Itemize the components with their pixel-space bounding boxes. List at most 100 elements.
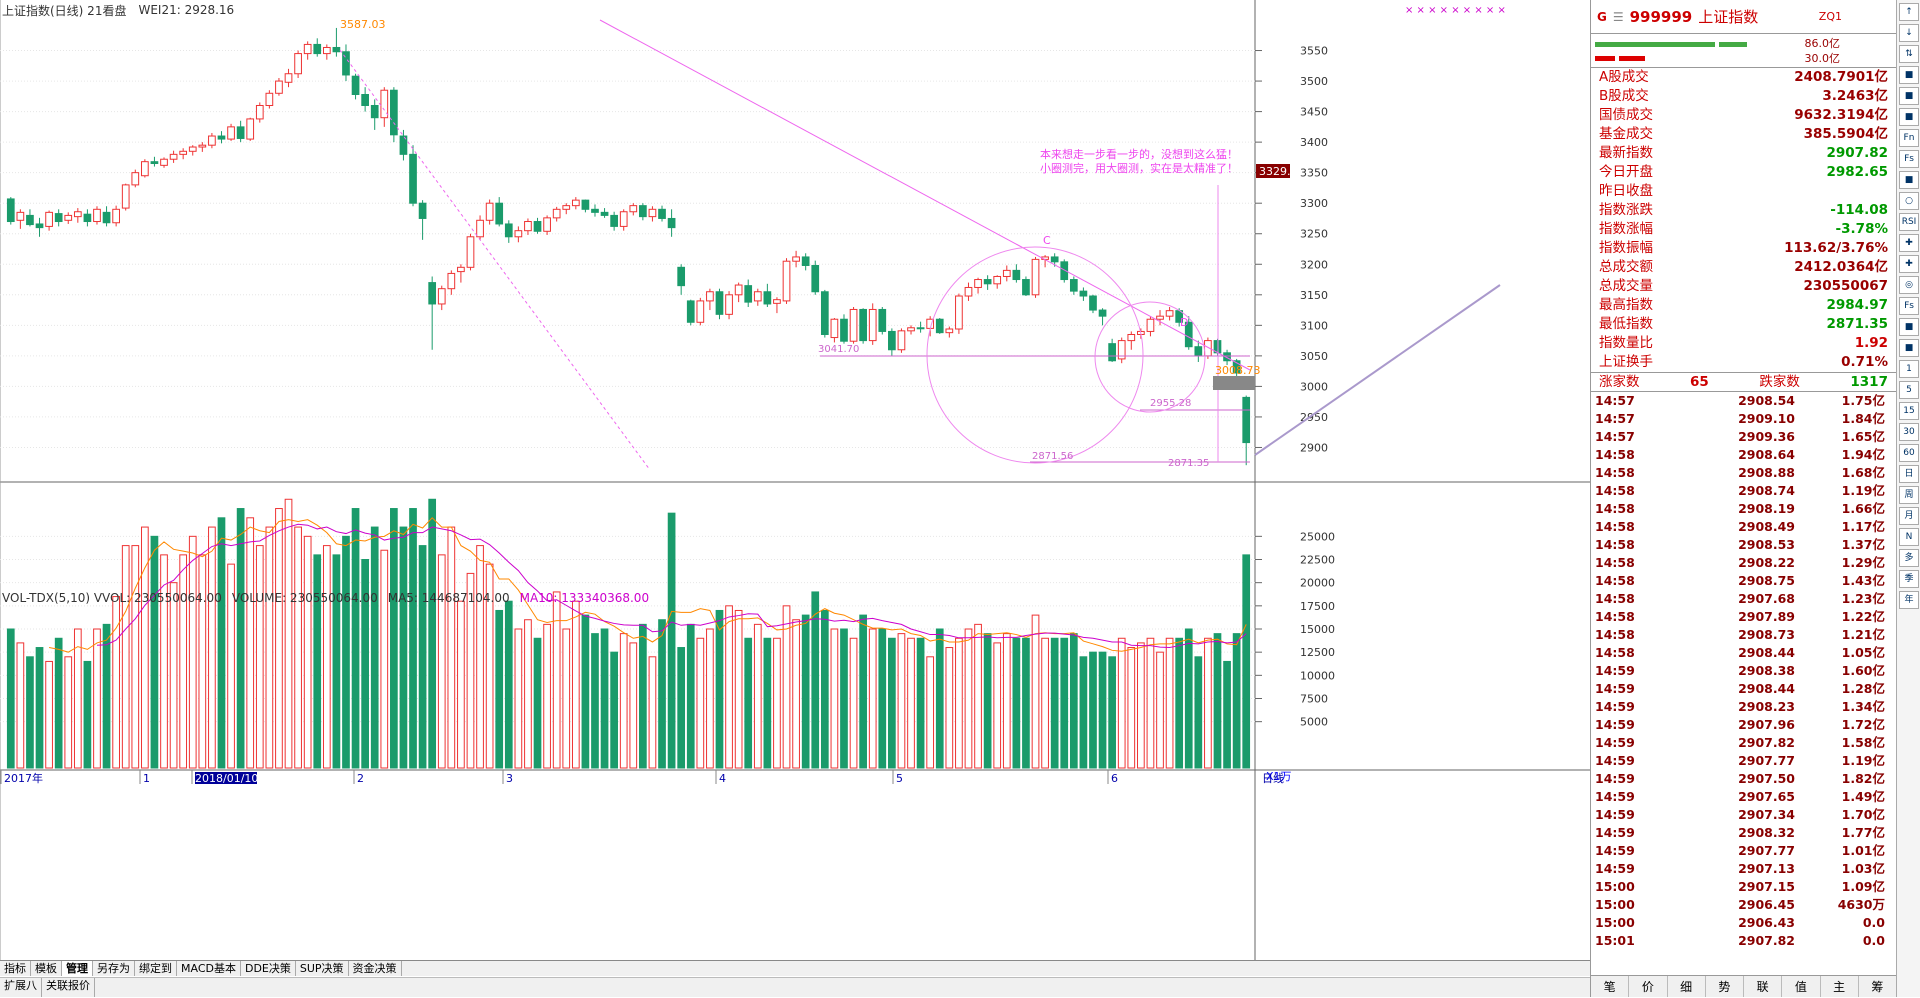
toolbar-button[interactable]: 15 [1899, 402, 1919, 420]
tick-amount: 1.72亿 [1841, 717, 1885, 732]
indicator-tab[interactable]: MACD基本 [177, 961, 241, 976]
toolbar-button[interactable]: 日 [1899, 465, 1919, 483]
toolbar-button[interactable]: Fn [1899, 129, 1919, 147]
indicator-tab[interactable]: SUP决策 [296, 961, 349, 976]
panel-tab[interactable]: 主 [1821, 976, 1859, 997]
panel-tab[interactable]: 值 [1782, 976, 1821, 997]
volume-bar [83, 660, 92, 769]
panel-tab[interactable]: 势 [1706, 976, 1744, 997]
indicator-tab[interactable]: 另存为 [93, 961, 135, 976]
tick-time: 14:58 [1595, 555, 1635, 570]
candle-body [1002, 269, 1011, 277]
tick-price: 2907.13 [1738, 861, 1795, 876]
volume-bar [878, 628, 887, 769]
candle-body [1098, 309, 1107, 317]
toolbar-button[interactable]: ⇅ [1899, 45, 1919, 63]
toolbar-button[interactable]: ◎ [1899, 276, 1919, 294]
indicator-tab[interactable]: 资金决策 [349, 961, 402, 976]
candle-body [428, 282, 437, 305]
volume-bar [35, 647, 44, 769]
toolbar-button[interactable]: 1 [1899, 360, 1919, 378]
candle-body [418, 202, 427, 219]
candle-body [485, 202, 494, 221]
toolbar-button[interactable]: 60 [1899, 444, 1919, 462]
up-label: 涨家数 [1599, 374, 1640, 390]
tick-price: 2908.88 [1738, 465, 1795, 480]
tick-time: 14:59 [1595, 771, 1635, 786]
quote-label: 指数量比 [1599, 335, 1653, 351]
tick-time: 14:58 [1595, 519, 1635, 534]
toolbar-button[interactable]: 月 [1899, 507, 1919, 525]
volume-bar [504, 600, 513, 769]
tick-time: 14:59 [1595, 843, 1635, 858]
toolbar-button[interactable]: 30 [1899, 423, 1919, 441]
volume-bar [380, 549, 389, 769]
flag-icon[interactable]: G [1597, 9, 1607, 24]
indicator-tab[interactable]: DDE决策 [241, 961, 296, 976]
candle-body [1127, 333, 1136, 342]
toolbar-button[interactable]: ■ [1899, 318, 1919, 336]
volume-bar [533, 637, 542, 769]
toolbar-button[interactable]: N [1899, 528, 1919, 546]
toolbar-button[interactable]: 周 [1899, 486, 1919, 504]
toolbar-button[interactable]: ↑ [1899, 3, 1919, 21]
toolbar-button[interactable]: ■ [1899, 87, 1919, 105]
note-text: 小圈测完，用大圈测，实在是太精准了！ [1040, 161, 1238, 175]
menu-icon[interactable]: ☰ [1612, 9, 1624, 24]
panel-tab[interactable]: 联 [1744, 976, 1783, 997]
indicator-tab[interactable]: 绑定到 [135, 961, 177, 976]
volume-bar [45, 660, 53, 769]
toolbar-button[interactable]: ○ [1899, 192, 1919, 210]
toolbar-button[interactable]: ↓ [1899, 24, 1919, 42]
kline-chart[interactable]: 3550350034503400335033003250320031503100… [0, 0, 1590, 960]
volume-bar [188, 535, 197, 769]
point-label-c: C [1043, 234, 1051, 247]
candle-body [1089, 295, 1097, 311]
quote-row: 指数涨幅 -3.78% [1591, 220, 1896, 239]
point-label-d: D [1180, 316, 1188, 329]
price-tick: 3200 [1300, 258, 1328, 271]
panel-tab[interactable]: 筹 [1859, 976, 1897, 997]
tick-amount: 1.37亿 [1841, 537, 1885, 552]
quote-row: 今日开盘 2982.65 [1591, 163, 1896, 182]
panel-tab[interactable]: 笔 [1591, 976, 1630, 997]
candle-body [610, 214, 618, 227]
candle-body [45, 211, 53, 227]
tick-price: 2908.74 [1738, 483, 1795, 498]
indicator-tab[interactable]: 管理 [62, 961, 93, 976]
toolbar-button[interactable]: Fs [1899, 297, 1919, 315]
indicator-tab[interactable]: 模板 [31, 961, 62, 976]
volume-bar [1165, 637, 1174, 769]
toolbar-button[interactable]: ■ [1899, 66, 1919, 84]
tick-list[interactable]: 14:57 2908.54 1.75亿 14:57 2909.10 1.84亿 14:57 2… [1591, 392, 1896, 950]
price-note: 2871.35 [1168, 458, 1209, 469]
tick-amount: 1.05亿 [1841, 645, 1885, 660]
indicator-tab[interactable]: 指标 [0, 961, 31, 976]
toolbar-button[interactable]: 5 [1899, 381, 1919, 399]
toolbar-button[interactable]: ✚ [1899, 255, 1919, 273]
toolbar-button[interactable]: ■ [1899, 339, 1919, 357]
toolbar-button[interactable]: 多 [1899, 549, 1919, 567]
toolbar-button[interactable]: ■ [1899, 171, 1919, 189]
tick-price: 2907.68 [1738, 591, 1795, 606]
candle-body [840, 318, 848, 342]
extension-tab[interactable]: 关联报价 [42, 978, 95, 997]
toolbar-button[interactable]: ■ [1899, 108, 1919, 126]
volume-bar [859, 614, 867, 769]
extension-tab[interactable]: 扩展八 [0, 978, 42, 997]
panel-tab[interactable]: 价 [1629, 976, 1668, 997]
tick-time: 15:00 [1595, 897, 1635, 912]
small-circle [1094, 301, 1206, 413]
toolbar-button[interactable]: RSI [1899, 213, 1919, 231]
panel-tab[interactable]: 细 [1668, 976, 1706, 997]
vol-tick: 25000 [1300, 530, 1335, 543]
candle-body [332, 46, 341, 53]
toolbar-button[interactable]: 季 [1899, 570, 1919, 588]
candle-body [236, 126, 245, 139]
toolbar-button[interactable]: 年 [1899, 591, 1919, 609]
tick-amount: 0.0 [1862, 933, 1885, 948]
toolbar-button[interactable]: Fs [1899, 150, 1919, 168]
toolbar-button[interactable]: ✚ [1899, 234, 1919, 252]
tick-row: 14:59 2907.77 1.19亿 [1591, 752, 1896, 770]
tick-row: 14:58 2908.88 1.68亿 [1591, 464, 1896, 482]
